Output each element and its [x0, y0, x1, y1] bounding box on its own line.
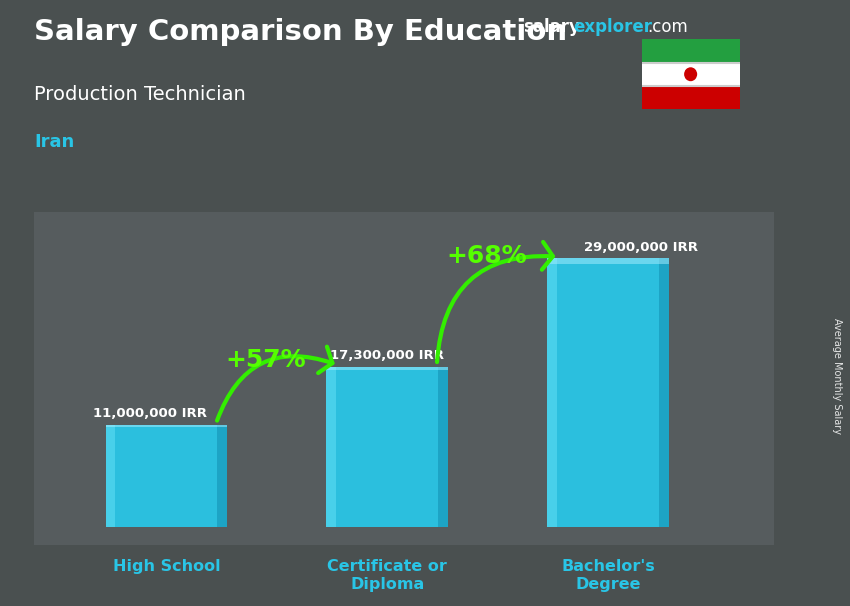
Bar — [105, 425, 116, 527]
Text: 29,000,000 IRR: 29,000,000 IRR — [584, 241, 698, 254]
Bar — [659, 258, 669, 527]
Text: Iran: Iran — [34, 133, 74, 152]
Bar — [642, 39, 740, 62]
Bar — [326, 367, 448, 370]
Bar — [326, 367, 337, 527]
Bar — [642, 86, 740, 109]
Bar — [547, 258, 669, 527]
Bar — [547, 258, 669, 264]
Text: 17,300,000 IRR: 17,300,000 IRR — [330, 349, 445, 362]
Bar — [326, 367, 448, 527]
Bar — [105, 425, 227, 527]
Text: 11,000,000 IRR: 11,000,000 IRR — [93, 407, 207, 421]
Bar — [218, 425, 227, 527]
Text: salary: salary — [523, 18, 580, 36]
Circle shape — [684, 67, 697, 81]
Bar — [105, 425, 227, 427]
Text: +57%: +57% — [225, 348, 306, 372]
Text: Average Monthly Salary: Average Monthly Salary — [832, 318, 842, 434]
Text: explorer: explorer — [574, 18, 653, 36]
Text: .com: .com — [648, 18, 689, 36]
Bar — [642, 62, 740, 86]
Text: Salary Comparison By Education: Salary Comparison By Education — [34, 18, 567, 46]
Bar — [439, 367, 448, 527]
Text: +68%: +68% — [446, 244, 527, 268]
Text: Production Technician: Production Technician — [34, 85, 246, 104]
Bar — [547, 258, 557, 527]
